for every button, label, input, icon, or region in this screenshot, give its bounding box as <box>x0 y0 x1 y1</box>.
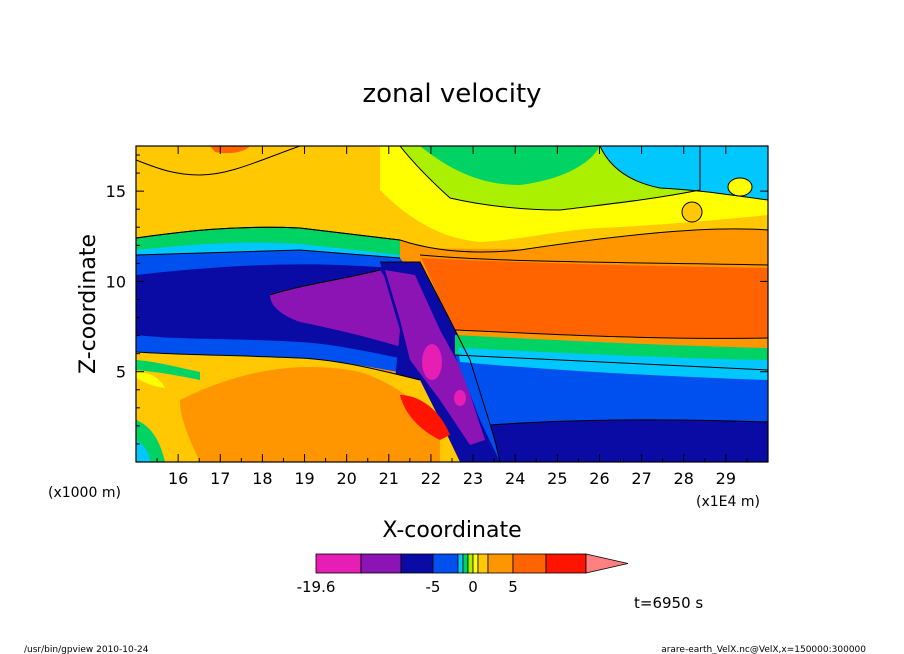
y-axis-label: Z-coordinate <box>76 234 101 374</box>
colorbar-segment <box>467 553 474 574</box>
x-tick-label: 19 <box>294 469 314 488</box>
footer-right: arare-earth_VelX.nc@VelX,x=150000:300000 <box>661 645 866 654</box>
contour-field <box>136 146 768 462</box>
colorbar-labels: -19.6 -5 0 5 <box>297 578 518 596</box>
x-tick-label: 27 <box>631 469 651 488</box>
time-label: t=6950 s <box>634 594 703 612</box>
x-tick-label: 17 <box>210 469 230 488</box>
x-tick-label: 23 <box>463 469 483 488</box>
x-tick-label: 22 <box>421 469 441 488</box>
x-tick-label: 24 <box>505 469 525 488</box>
colorbar-segment <box>360 553 402 574</box>
y-tick-label: 15 <box>106 182 126 201</box>
colorbar-segment <box>545 553 587 574</box>
x-unit-label: (x1E4 m) <box>696 494 760 510</box>
colorbar-segment <box>512 553 547 574</box>
x-axis-label: X-coordinate <box>382 518 521 543</box>
colorbar-extend-arrow <box>585 553 629 574</box>
x-tick-label: 26 <box>589 469 609 488</box>
colorbar-label: 0 <box>468 578 478 596</box>
colorbar-segment <box>432 553 459 574</box>
colorbar-segment <box>400 553 434 574</box>
colorbar-label: 5 <box>508 578 518 596</box>
x-tick-label: 20 <box>336 469 356 488</box>
y-unit-label: (x1000 m) <box>48 485 121 501</box>
colorbar-segment <box>472 553 479 574</box>
y-axis: 5 10 15 <box>106 154 768 445</box>
colorbar-segment <box>315 553 362 574</box>
footer-left: /usr/bin/gpview 2010-10-24 <box>24 645 149 654</box>
colorbar-segment <box>487 553 514 574</box>
x-tick-label: 25 <box>547 469 567 488</box>
y-tick-label: 5 <box>116 363 126 382</box>
chart-title: zonal velocity <box>362 79 541 109</box>
x-tick-label: 28 <box>674 469 694 488</box>
colorbar-label: -19.6 <box>297 578 336 596</box>
colorbar-segment <box>457 553 464 574</box>
colorbar-segment <box>462 553 469 574</box>
colorbar-segment <box>477 553 489 574</box>
x-tick-label: 29 <box>716 469 736 488</box>
x-tick-label: 21 <box>379 469 399 488</box>
x-axis: 16 17 18 19 20 21 22 23 24 25 26 27 28 29 <box>156 146 748 488</box>
x-tick-label: 18 <box>252 469 272 488</box>
colorbar <box>315 553 629 574</box>
y-tick-label: 10 <box>106 272 126 291</box>
colorbar-label: -5 <box>426 578 441 596</box>
x-tick-label: 16 <box>168 469 188 488</box>
